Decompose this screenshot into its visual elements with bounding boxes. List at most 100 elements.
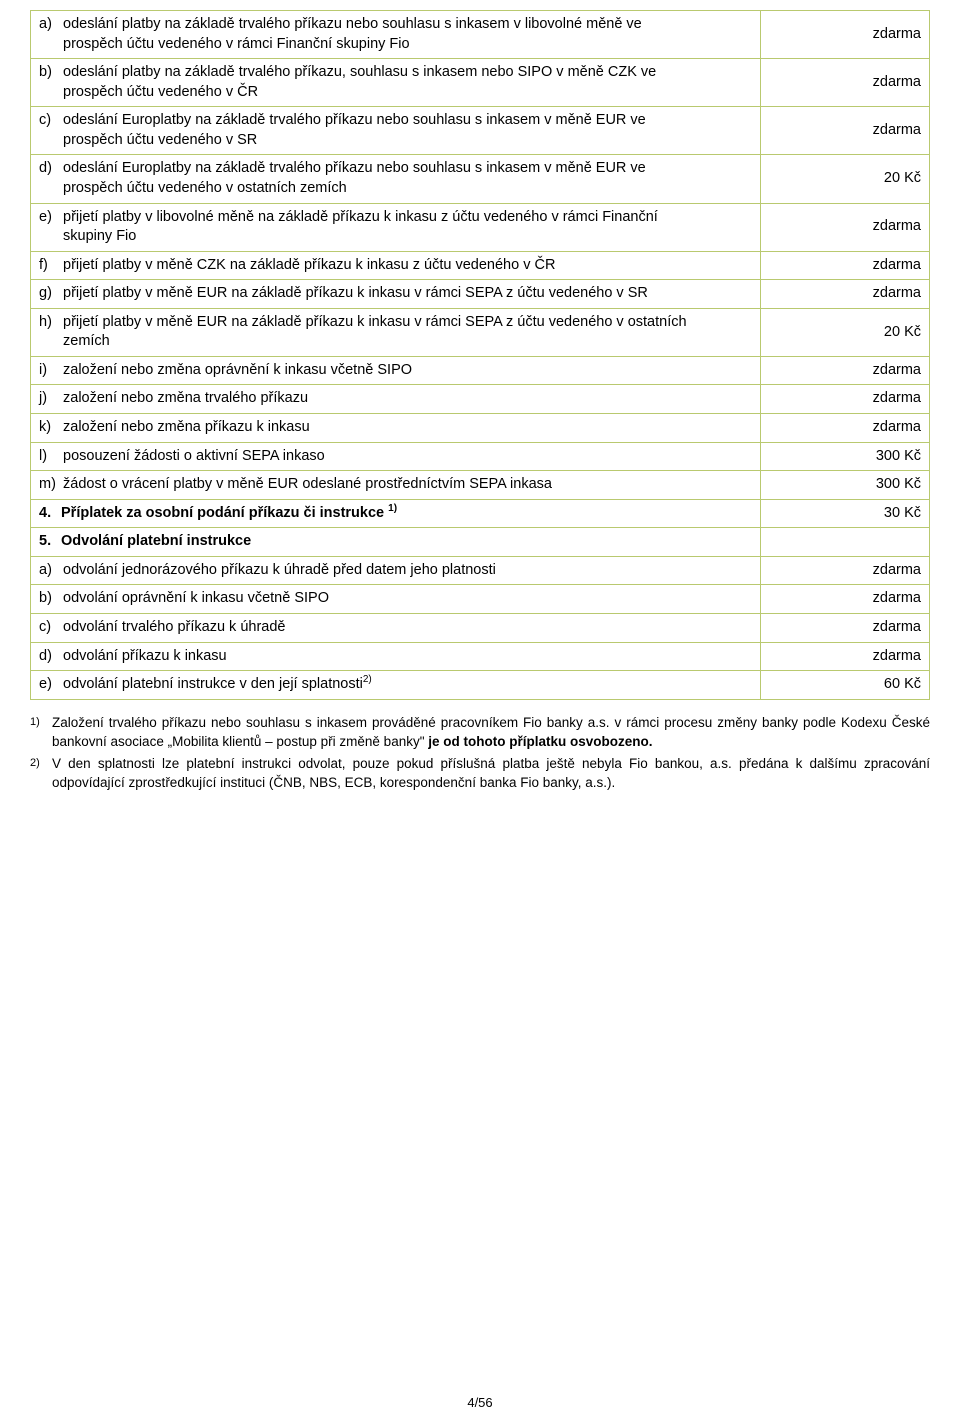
table-row: 5.Odvolání platební instrukce	[31, 528, 930, 557]
row-value: 300 Kč	[761, 471, 930, 500]
row-value: zdarma	[761, 414, 930, 443]
table-row: e)odvolání platební instrukce v den její…	[31, 671, 930, 700]
table-row: h)přijetí platby v měně EUR na základě p…	[31, 308, 930, 356]
row-value: zdarma	[761, 585, 930, 614]
table-row: b)odvolání oprávnění k inkasu včetně SIP…	[31, 585, 930, 614]
row-label: f)přijetí platby v měně CZK na základě p…	[31, 251, 761, 280]
row-bullet: d)	[39, 647, 63, 667]
row-text: žádost o vrácení platby v měně EUR odesl…	[63, 475, 552, 495]
footnote-number: 2)	[30, 755, 52, 793]
table-row: d)odeslání Europlatby na základě trvaléh…	[31, 155, 930, 203]
row-value: zdarma	[761, 356, 930, 385]
row-value: zdarma	[761, 556, 930, 585]
row-value: zdarma	[761, 203, 930, 251]
row-bullet: l)	[39, 447, 63, 467]
row-label: c)odeslání Europlatby na základě trvaléh…	[31, 107, 761, 155]
table-row: c)odvolání trvalého příkazu k úhradězdar…	[31, 613, 930, 642]
row-text: odvolání příkazu k inkasu	[63, 647, 227, 667]
page-number: 4/56	[0, 1395, 960, 1410]
row-bullet: c)	[39, 111, 63, 131]
row-label: k)založení nebo změna příkazu k inkasu	[31, 414, 761, 443]
table-row: j)založení nebo změna trvalého příkazuzd…	[31, 385, 930, 414]
footnote-number: 1)	[30, 714, 52, 752]
footnote-text: V den splatnosti lze platební instrukci …	[52, 755, 930, 793]
superscript-ref: 1)	[388, 503, 397, 514]
row-value: zdarma	[761, 613, 930, 642]
document-page: a)odeslání platby na základě trvalého př…	[0, 0, 960, 1422]
row-value: zdarma	[761, 642, 930, 671]
table-row: m)žádost o vrácení platby v měně EUR ode…	[31, 471, 930, 500]
row-text: založení nebo změna příkazu k inkasu	[63, 418, 310, 438]
section-number: 4.	[39, 504, 61, 524]
row-label: 4.Příplatek za osobní podání příkazu či …	[31, 499, 761, 528]
footnote-text-part: V den splatnosti lze platební instrukci …	[52, 756, 930, 790]
row-label: a)odeslání platby na základě trvalého př…	[31, 11, 761, 59]
row-value: 60 Kč	[761, 671, 930, 700]
row-value: zdarma	[761, 59, 930, 107]
table-row: i)založení nebo změna oprávnění k inkasu…	[31, 356, 930, 385]
row-bullet: c)	[39, 618, 63, 638]
row-label: e)odvolání platební instrukce v den její…	[31, 671, 761, 700]
row-bullet: b)	[39, 589, 63, 609]
row-text: odvolání jednorázového příkazu k úhradě …	[63, 561, 496, 581]
row-label: b)odvolání oprávnění k inkasu včetně SIP…	[31, 585, 761, 614]
row-text: odeslání platby na základě trvalého přík…	[63, 15, 703, 54]
table-row: c)odeslání Europlatby na základě trvaléh…	[31, 107, 930, 155]
row-bullet: j)	[39, 389, 63, 409]
row-bullet: a)	[39, 15, 63, 35]
table-row: b)odeslání platby na základě trvalého př…	[31, 59, 930, 107]
footnote: 1)Založení trvalého příkazu nebo souhlas…	[30, 714, 930, 752]
table-row: e)přijetí platby v libovolné měně na zák…	[31, 203, 930, 251]
row-label: e)přijetí platby v libovolné měně na zák…	[31, 203, 761, 251]
row-value: zdarma	[761, 107, 930, 155]
row-text: odeslání Europlatby na základě trvalého …	[63, 111, 703, 150]
row-text: přijetí platby v libovolné měně na zákla…	[63, 208, 703, 247]
table-row: d)odvolání příkazu k inkasuzdarma	[31, 642, 930, 671]
row-label: m)žádost o vrácení platby v měně EUR ode…	[31, 471, 761, 500]
section-title: Odvolání platební instrukce	[61, 533, 251, 549]
row-text: přijetí platby v měně EUR na základě pří…	[63, 284, 648, 304]
row-label: b)odeslání platby na základě trvalého př…	[31, 59, 761, 107]
row-label: h)přijetí platby v měně EUR na základě p…	[31, 308, 761, 356]
row-text: odvolání trvalého příkazu k úhradě	[63, 618, 285, 638]
row-bullet: e)	[39, 208, 63, 228]
table-row: g)přijetí platby v měně EUR na základě p…	[31, 280, 930, 309]
footnote-text: Založení trvalého příkazu nebo souhlasu …	[52, 714, 930, 752]
row-label: d)odvolání příkazu k inkasu	[31, 642, 761, 671]
row-value: 300 Kč	[761, 442, 930, 471]
row-value: 30 Kč	[761, 499, 930, 528]
price-table: a)odeslání platby na základě trvalého př…	[30, 10, 930, 700]
row-text: založení nebo změna oprávnění k inkasu v…	[63, 361, 412, 381]
row-bullet: i)	[39, 361, 63, 381]
row-label: j)založení nebo změna trvalého příkazu	[31, 385, 761, 414]
row-value: zdarma	[761, 385, 930, 414]
footnote: 2)V den splatnosti lze platební instrukc…	[30, 755, 930, 793]
row-bullet: a)	[39, 561, 63, 581]
row-text: posouzení žádosti o aktivní SEPA inkaso	[63, 447, 325, 467]
row-value: zdarma	[761, 251, 930, 280]
superscript-ref: 2)	[363, 674, 372, 685]
section-title: Příplatek za osobní podání příkazu či in…	[61, 505, 388, 521]
row-text: odeslání Europlatby na základě trvalého …	[63, 159, 703, 198]
row-text: odeslání platby na základě trvalého přík…	[63, 63, 703, 102]
row-bullet: k)	[39, 418, 63, 438]
row-text: přijetí platby v měně CZK na základě pří…	[63, 256, 555, 276]
row-label: l)posouzení žádosti o aktivní SEPA inkas…	[31, 442, 761, 471]
row-value: 20 Kč	[761, 308, 930, 356]
table-row: a)odeslání platby na základě trvalého př…	[31, 11, 930, 59]
row-bullet: b)	[39, 63, 63, 83]
table-row: f)přijetí platby v měně CZK na základě p…	[31, 251, 930, 280]
section-number: 5.	[39, 532, 61, 552]
row-value: zdarma	[761, 280, 930, 309]
table-row: k)založení nebo změna příkazu k inkasuzd…	[31, 414, 930, 443]
row-bullet: m)	[39, 475, 63, 495]
row-label: i)založení nebo změna oprávnění k inkasu…	[31, 356, 761, 385]
row-label: c)odvolání trvalého příkazu k úhradě	[31, 613, 761, 642]
row-label: 5.Odvolání platební instrukce	[31, 528, 761, 557]
row-bullet: f)	[39, 256, 63, 276]
row-bullet: e)	[39, 675, 63, 695]
row-label: a)odvolání jednorázového příkazu k úhrad…	[31, 556, 761, 585]
table-row: 4.Příplatek za osobní podání příkazu či …	[31, 499, 930, 528]
row-bullet: g)	[39, 284, 63, 304]
row-text: odvolání platební instrukce v den její s…	[63, 675, 363, 695]
